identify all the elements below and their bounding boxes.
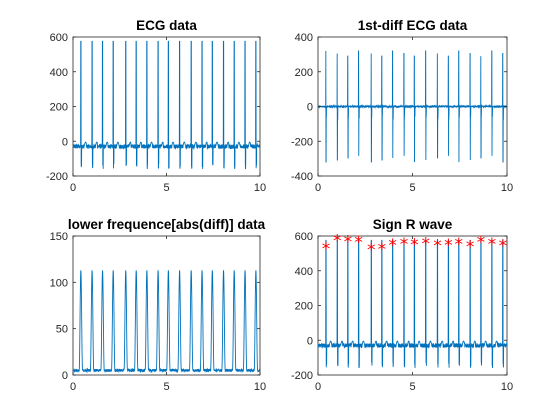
x-tick-label: 5 [163, 182, 169, 194]
x-tick-label: 0 [70, 381, 76, 393]
subplot-4: * * * * * * * * * * * * * * * * *0 5 10-2000200400600Sign … [291, 217, 513, 393]
y-tick-label: 0 [62, 370, 68, 382]
series-line [73, 270, 260, 374]
x-tick-label: 0 [315, 381, 321, 393]
chart-title: Sign R wave [373, 217, 453, 232]
r-peak-marker: * [410, 235, 419, 255]
r-peak-marker: * [354, 233, 363, 253]
series-line [318, 50, 507, 163]
r-peak-marker: * [378, 240, 387, 260]
chart-title: 1st-diff ECG data [358, 18, 468, 33]
y-tick-label: 50 [56, 324, 68, 336]
r-peak-marker: * [433, 236, 442, 256]
y-tick-label: -200 [291, 370, 313, 382]
r-peak-marker: * [322, 239, 331, 259]
y-tick-label: 400 [295, 32, 313, 44]
x-tick-label: 0 [315, 182, 321, 194]
series-line [318, 239, 507, 369]
r-peak-marker: * [488, 235, 497, 255]
plot-area [317, 235, 508, 376]
subplot-2: 0 5 10 -400 -200 0 200 400 1st-diff ECG data [291, 18, 513, 194]
r-peak-marker: * [466, 238, 475, 258]
y-tick-label: 400 [50, 67, 68, 79]
y-tick-label: 400 [295, 266, 313, 278]
y-tick-label: 200 [50, 102, 68, 114]
y-tick-label: 150 [50, 231, 68, 243]
r-peak-marker: * [388, 236, 397, 256]
y-tick-label: 0 [307, 102, 313, 114]
y-tick-label: -200 [291, 136, 313, 148]
series-line [73, 40, 260, 170]
x-tick-label: 10 [254, 182, 266, 194]
r-peak-marker: * [455, 235, 464, 255]
x-tick-label: 5 [409, 182, 415, 194]
plot-area [72, 36, 261, 177]
r-peak-marker: * [333, 231, 342, 251]
r-peak-marker: * [367, 241, 376, 261]
y-tick-label: 100 [50, 277, 68, 289]
r-peak-marker: * [400, 235, 409, 255]
x-tick-label: 10 [501, 381, 513, 393]
r-peak-marker: * [444, 236, 453, 256]
y-tick-label: 0 [62, 136, 68, 148]
y-tick-label: 0 [307, 335, 313, 347]
r-peak-marker: * [477, 233, 486, 253]
y-tick-label: 600 [50, 32, 68, 44]
x-tick-label: 5 [409, 381, 415, 393]
chart-title: lower frequence[abs(diff)] data [68, 217, 266, 232]
y-tick-label: 600 [295, 231, 313, 243]
y-tick-label: -400 [291, 171, 313, 183]
r-peak-marker: * [499, 237, 508, 257]
chart-title: ECG data [136, 18, 197, 33]
x-tick-label: 10 [501, 182, 513, 194]
y-tick-label: 200 [295, 301, 313, 313]
y-tick-label: -200 [46, 171, 68, 183]
x-tick-label: 10 [254, 381, 266, 393]
r-peak-marker: * [344, 232, 353, 252]
x-tick-label: 5 [163, 381, 169, 393]
r-peak-marker: * [421, 235, 430, 255]
y-tick-label: 200 [295, 67, 313, 79]
x-tick-label: 0 [70, 182, 76, 194]
